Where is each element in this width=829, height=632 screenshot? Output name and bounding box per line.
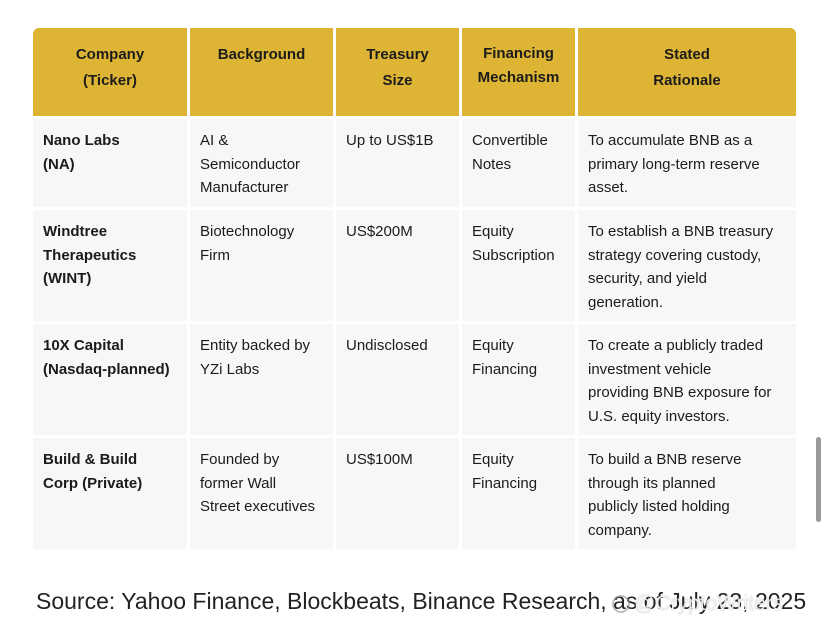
cell-stated-rationale: To accumulate BNB as a primary long-term… xyxy=(578,119,796,210)
cell-stated-rationale: To establish a BNB treasury strategy cov… xyxy=(578,210,796,324)
table-row: 10X Capital (Nasdaq-planned) Entity back… xyxy=(33,324,796,438)
cell-stated-rationale: To create a publicly traded investment v… xyxy=(578,324,796,438)
header-stated-rationale: Stated Rationale xyxy=(578,28,796,119)
vertical-scrollbar[interactable] xyxy=(816,437,821,522)
table-row: Build & Build Corp (Private) Founded by … xyxy=(33,438,796,552)
cell-background: Entity backed by YZi Labs xyxy=(190,324,336,438)
cell-company: Nano Labs (NA) xyxy=(33,119,190,210)
header-company: Company (Ticker) xyxy=(33,28,190,119)
header-background: Background xyxy=(190,28,336,119)
watermark-logo-icon xyxy=(612,595,630,614)
watermark-text: @CryptoWriters xyxy=(634,592,784,615)
source-caption: Source: Yahoo Finance, Blockbeats, Binan… xyxy=(36,588,807,614)
cell-stated-rationale: To build a BNB reserve through its plann… xyxy=(578,438,796,552)
table-header-row: Company (Ticker) Background Treasury Siz… xyxy=(33,28,796,119)
cell-company: Windtree Therapeutics (WINT) xyxy=(33,210,190,324)
cell-background: Founded by former Wall Street executives xyxy=(190,438,336,552)
cell-financing-mechanism: Convertible Notes xyxy=(462,119,578,210)
cell-treasury-size: US$200M xyxy=(336,210,462,324)
cell-company: 10X Capital (Nasdaq-planned) xyxy=(33,324,190,438)
cell-background: Biotechnology Firm xyxy=(190,210,336,324)
table-row: Nano Labs (NA) AI & Semiconductor Manufa… xyxy=(33,119,796,210)
cell-treasury-size: Undisclosed xyxy=(336,324,462,438)
cell-financing-mechanism: Equity Subscription xyxy=(462,210,578,324)
watermark: @CryptoWriters xyxy=(612,592,783,616)
cell-background: AI & Semiconductor Manufacturer xyxy=(190,119,336,210)
cell-treasury-size: Up to US$1B xyxy=(336,119,462,210)
table-row: Windtree Therapeutics (WINT) Biotechnolo… xyxy=(33,210,796,324)
comparison-table: Company (Ticker) Background Treasury Siz… xyxy=(33,28,796,552)
cell-financing-mechanism: Equity Financing xyxy=(462,324,578,438)
cell-treasury-size: US$100M xyxy=(336,438,462,552)
cell-financing-mechanism: Equity Financing xyxy=(462,438,578,552)
header-financing-mechanism: Financing Mechanism xyxy=(462,28,578,119)
cell-company: Build & Build Corp (Private) xyxy=(33,438,190,552)
header-treasury-size: Treasury Size xyxy=(336,28,462,119)
